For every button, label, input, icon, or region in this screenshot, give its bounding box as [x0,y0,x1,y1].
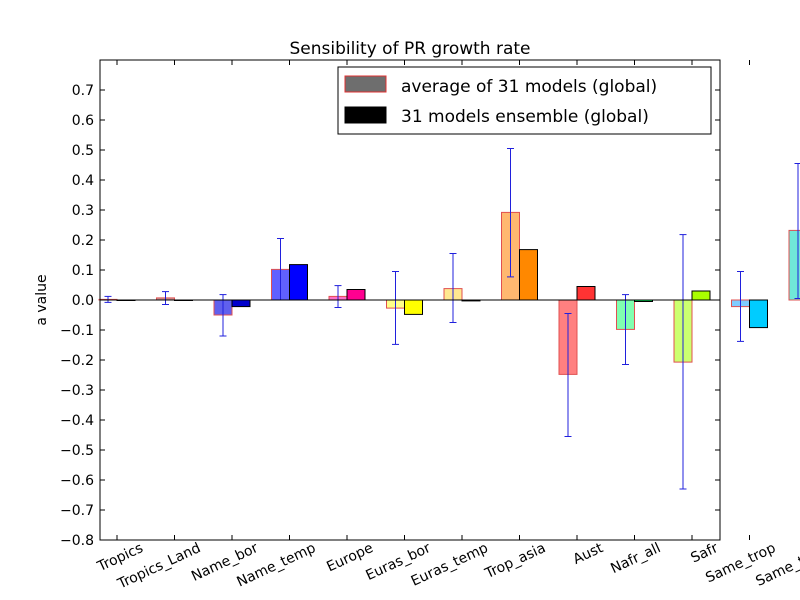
chart-title: Sensibility of PR growth rate [289,39,530,59]
x-tick-label-nafr_all: Nafr_all [608,540,663,577]
error-bar-euras_temp [449,253,457,323]
y-tick-label: −0.5 [60,443,94,459]
legend-swatch-ensemble [344,106,387,124]
legend-label-ensemble: 31 models ensemble (global) [401,107,649,127]
error-bar-nafr_all [622,294,629,365]
bar-ensemble-europe [346,289,366,301]
error-bar-safr [679,234,687,490]
error-bar-same_trop [737,271,744,342]
bar-ensemble-name_temp [289,264,308,301]
error-bar-trop_asia [507,148,514,278]
y-tick-label: −0.6 [60,473,94,489]
bar-ensemble-aust [576,286,596,301]
y-tick-label: −0.2 [60,353,94,369]
x-tick-label-aust: Aust [571,540,607,568]
error-bar-tropics [104,295,112,303]
legend-box [337,66,712,135]
error-bar-europe [334,285,342,308]
y-axis-ticks: 0.7 0.6 0.5 0.4 0.3 0.2 0.1 0.0 −0.1 −0.2 −0.3 −0.4… [60,83,720,549]
legend-label-average: average of 31 models (global) [401,77,657,97]
y-tick-label: −0.1 [60,323,94,339]
y-tick-label: −0.8 [60,533,94,549]
bar-ensemble-name_bor [231,299,251,308]
y-tick-label: −0.3 [60,383,94,399]
error-bar-name_bor [219,294,227,337]
bar-ensemble-trop_asia [519,249,538,301]
legend-swatch-average [344,75,387,93]
y-tick-label: −0.4 [60,413,94,429]
y-tick-label: 0.7 [72,83,94,99]
bars-layer [98,211,800,375]
y-tick-label: 0.6 [72,113,94,129]
x-tick-label-trop_asia: Trop_asia [482,540,548,582]
error-bar-euras_bor [392,271,399,345]
x-tick-label-safr: Safr [688,540,720,567]
y-tick-label: −0.7 [60,503,94,519]
error-bars-layer [104,148,800,490]
y-axis-label: a value [34,274,50,325]
bar-ensemble-same_trop [749,299,768,329]
y-tick-label: 0.2 [72,233,94,249]
error-bar-same_temp [794,163,800,299]
error-bar-aust [564,313,572,437]
error-bar-tropics_land [162,291,169,305]
bar-ensemble-euras_bor [404,299,423,315]
legend: average of 31 models (global) 31 models … [337,66,712,135]
y-tick-label: 0.4 [72,173,94,189]
y-tick-label: 0.1 [72,263,94,279]
y-tick-label: 0.0 [72,293,94,309]
y-tick-label: 0.5 [72,143,94,159]
bar-ensemble-safr [691,290,711,301]
y-tick-label: 0.3 [72,203,94,219]
